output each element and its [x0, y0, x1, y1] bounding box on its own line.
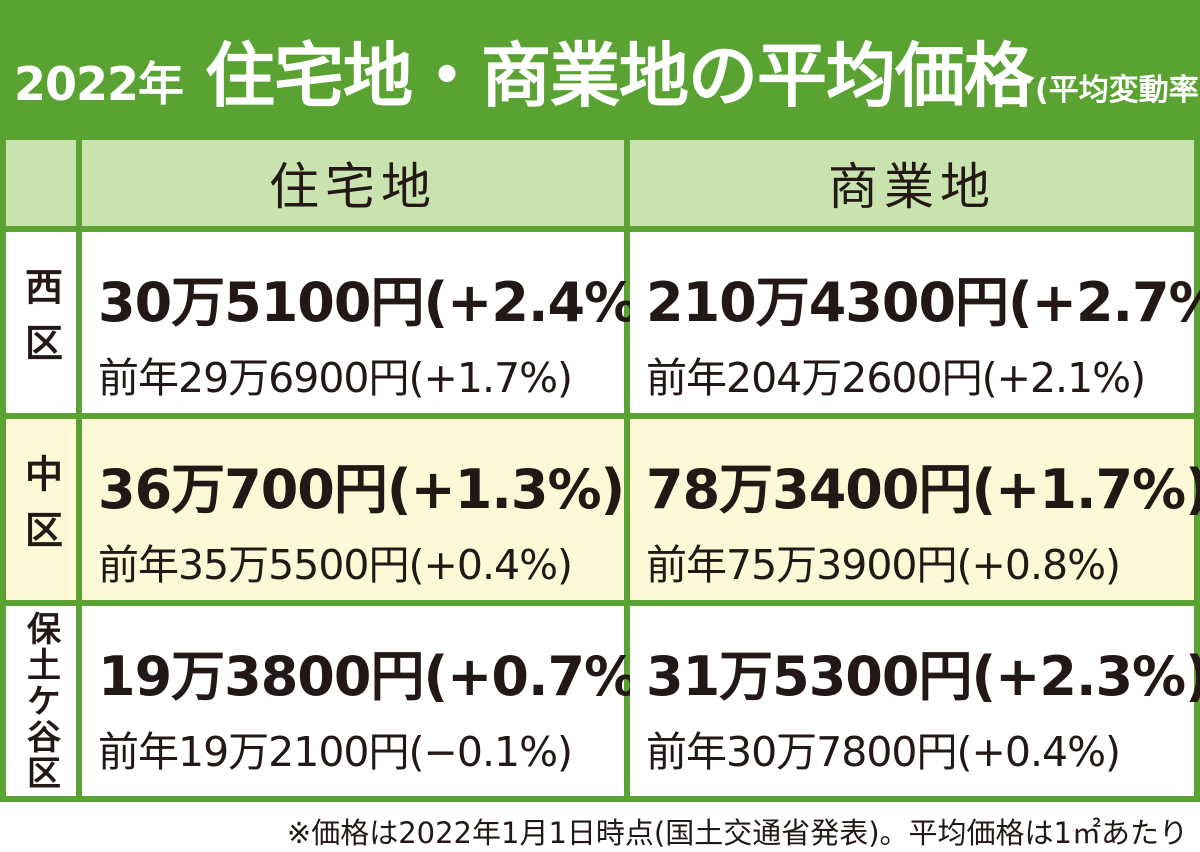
cell-naka-commercial: 78万3400円(+1.7%) 前年75万3900円(+0.8%): [630, 419, 1200, 600]
row-label-text: 保土ケ谷区: [20, 611, 61, 791]
header-commercial: 商業地: [630, 140, 1194, 226]
cell-nishi-commercial: 210万4300円(+2.7%) 前年204万2600円(+2.1%): [630, 232, 1200, 413]
previous-price: 前年35万5500円(+0.4%): [98, 541, 573, 589]
cell-naka-residential: 36万700円(+1.3%) 前年35万5500円(+0.4%): [82, 419, 625, 600]
current-price: 36万700円(+1.3%): [98, 458, 625, 521]
header-commercial-label: 商業地: [828, 158, 996, 216]
title-bar: 2022年 住宅地・商業地の平均価格 (平均変動率): [0, 0, 1200, 134]
previous-price: 前年204万2600円(+2.1%): [646, 354, 1146, 402]
current-price: 78万3400円(+1.7%): [646, 458, 1200, 521]
row-label-nishi: 西区: [6, 232, 76, 413]
previous-price: 前年75万3900円(+0.8%): [646, 541, 1121, 589]
header-residential: 住宅地: [82, 140, 624, 226]
title-subtitle: (平均変動率): [1035, 73, 1200, 108]
header-residential-label: 住宅地: [269, 158, 437, 216]
current-price: 210万4300円(+2.7%): [646, 271, 1200, 334]
row-label-hodogaya: 保土ケ谷区: [6, 606, 76, 796]
previous-price: 前年19万2100円(−0.1%): [98, 728, 573, 776]
cell-hodogaya-residential: 19万3800円(+0.7%) 前年19万2100円(−0.1%): [82, 606, 662, 796]
previous-price: 前年29万6900円(+1.7%): [98, 354, 573, 402]
price-table: 住宅地 商業地 西区 30万5100円(+2.4%) 前年29万6900円(+1…: [0, 134, 1200, 802]
row-label-text: 西区: [18, 266, 63, 379]
cell-hodogaya-commercial: 31万5300円(+2.3%) 前年30万7800円(+0.4%): [630, 606, 1200, 796]
title-year: 2022年: [14, 57, 184, 111]
cell-nishi-residential: 30万5100円(+2.4%) 前年29万6900円(+1.7%): [82, 232, 662, 413]
row-label-naka: 中区: [6, 419, 76, 600]
title-main: 住宅地・商業地の平均価格: [205, 35, 1034, 117]
current-price: 19万3800円(+0.7%): [98, 645, 662, 708]
current-price: 31万5300円(+2.3%): [646, 645, 1200, 708]
current-price: 30万5100円(+2.4%): [98, 271, 662, 334]
row-label-text: 中区: [18, 453, 63, 566]
previous-price: 前年30万7800円(+0.4%): [646, 728, 1121, 776]
page-title: 2022年 住宅地・商業地の平均価格 (平均変動率): [14, 20, 1200, 120]
header-corner-cell: [6, 140, 76, 226]
footnote: ※価格は2022年1月1日時点(国土交通省発表)。平均価格は1㎡あたり: [286, 816, 1188, 850]
